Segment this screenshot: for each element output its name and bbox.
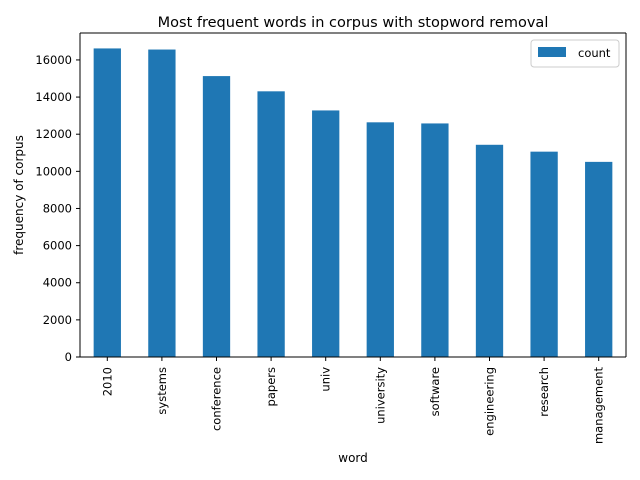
bar-univ [312,110,340,357]
bar-software [421,123,449,357]
legend-box [530,39,620,68]
x-tick-label: engineering [483,367,497,436]
bar-university [366,122,394,357]
y-tick-label: 2000 [43,313,72,327]
y-axis-label: frequency of corpus [12,135,26,255]
y-tick-label: 6000 [43,239,72,253]
bar-management [585,161,613,357]
x-axis-label: word [338,451,368,465]
y-tick-label: 0 [65,350,72,364]
y-tick-label: 12000 [35,127,72,141]
y-axis-ticks: 0 2000 4000 6000 8000 10000 12000 14000 16000 [35,53,80,364]
legend-label-count: count [578,46,611,60]
y-tick-label: 10000 [35,164,72,178]
x-tick-label: systems [155,367,169,415]
bar-conference [202,76,231,357]
y-tick-label: 14000 [35,90,72,104]
y-tick-label: 8000 [43,201,72,215]
bar-2010 [93,48,121,358]
x-axis-ticks: 2010 systems conference papers univ universit… [100,357,606,445]
legend-swatch-count [538,47,566,57]
x-tick-label: papers [264,367,278,406]
x-tick-label: 2010 [100,367,114,396]
legend: count [530,39,620,68]
x-tick-label: univ [319,367,333,392]
bar-engineering [475,144,504,357]
x-tick-label: conference [210,367,224,431]
bar-systems [148,49,176,357]
x-tick-label: management [592,367,606,445]
x-tick-label: software [428,367,442,416]
bar-research [530,151,558,357]
chart-title: Most frequent words in corpus with stopw… [158,15,549,31]
y-tick-label: 16000 [35,53,72,67]
y-tick-label: 4000 [43,276,72,290]
x-tick-label: research [537,367,551,417]
x-tick-label: university [373,367,387,424]
bar-papers [257,91,285,357]
bars-group [93,48,613,358]
